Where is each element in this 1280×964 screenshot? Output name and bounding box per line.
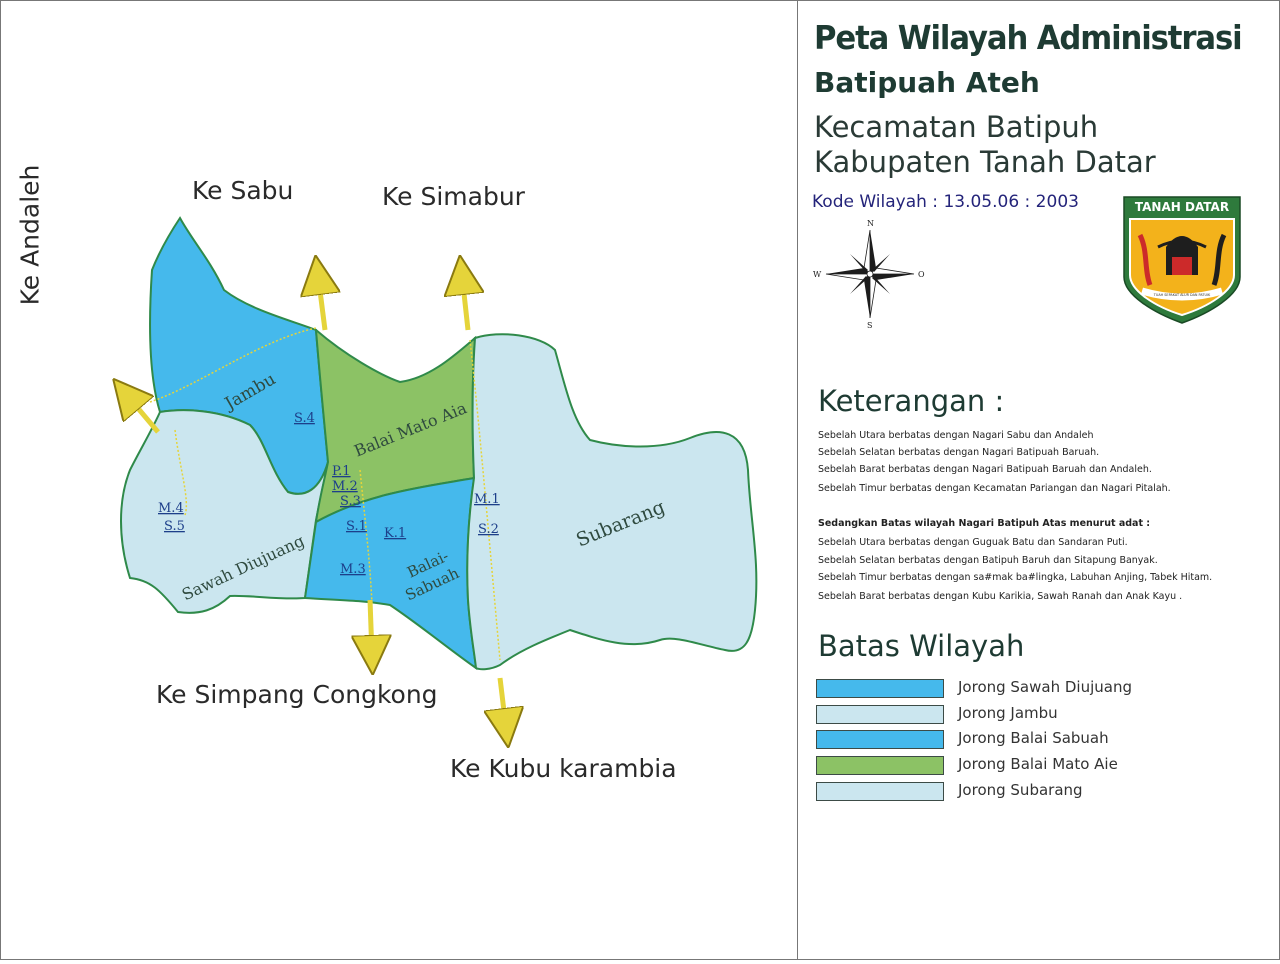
legend-label: Jorong Balai Sabuah (958, 729, 1109, 747)
emblem-name: TANAH DATAR (1135, 200, 1229, 214)
legend-label: Jorong Sawah Diujuang (958, 678, 1132, 696)
code-s2: S.2 (478, 522, 499, 537)
legend-label: Jorong Balai Mato Aie (958, 755, 1118, 773)
legend-heading: Batas Wilayah (818, 629, 1025, 663)
legend-swatch (816, 730, 944, 749)
legend-label: Jorong Jambu (958, 704, 1058, 722)
compass-rose-icon: N S W O (813, 219, 925, 330)
emblem-motto: TUAH SEPAKAT ALUR DAN PATUIK (1153, 293, 1211, 297)
arrow-sabu (318, 275, 325, 331)
code-m1: M.1 (474, 492, 500, 507)
region-sawah-diujuang (120, 409, 329, 614)
compass-s: S (867, 321, 872, 330)
arrow-simabur (462, 275, 468, 331)
kecamatan-label: Kecamatan Batipuh (814, 110, 1099, 144)
keterangan-heading: Keterangan : (818, 384, 1005, 418)
map-area: Jambu Balai Mato Aia Subarang Sawah Diuj… (0, 164, 758, 960)
code-s4: S.4 (294, 411, 315, 426)
code-m4: M.4 (158, 501, 184, 516)
legend-label: Jorong Subarang (958, 781, 1083, 799)
adat-line: Sebelah Selatan berbatas dengan Batipuh … (818, 555, 1158, 566)
tanah-datar-emblem-icon: TANAH DATAR TUAH SEPAKAT ALUR DAN PATUIK (1123, 196, 1241, 324)
keterangan-line: Sebelah Barat berbatas dengan Nagari Bat… (818, 464, 1152, 475)
code-m3: M.3 (340, 562, 366, 577)
legend-swatch (816, 782, 944, 801)
panel-divider (797, 0, 798, 960)
direction-label-andaleh: Ke Andaleh (15, 164, 45, 306)
code-s1: S.1 (346, 519, 367, 534)
keterangan-line: Sebelah Timur berbatas dengan Kecamatan … (818, 483, 1171, 494)
legend-swatch (816, 756, 944, 775)
keterangan-line: Sebelah Selatan berbatas dengan Nagari B… (818, 447, 1100, 458)
keterangan-line: Sebelah Utara berbatas dengan Nagari Sab… (818, 430, 1094, 441)
info-panel: Peta Wilayah Administrasi Batipuah Ateh … (798, 0, 1280, 960)
code-s3: S.3 (340, 494, 361, 509)
adat-line: Sebelah Barat berbatas dengan Kubu Karik… (818, 591, 1183, 602)
direction-label-sabu: Ke Sabu (192, 176, 294, 205)
arrow-andaleh (126, 394, 160, 434)
arrow-kubu-karambia (500, 677, 506, 728)
legend-swatch (816, 679, 944, 698)
compass-e: O (918, 270, 925, 279)
region-subarang (466, 333, 758, 671)
kode-wilayah: Kode Wilayah : 13.05.06 : 2003 (812, 192, 1079, 212)
code-m2: M.2 (332, 479, 358, 494)
direction-label-simpang-congkong: Ke Simpang Congkong (156, 680, 438, 709)
code-k1: K.1 (384, 526, 406, 541)
adat-heading: Sedangkan Batas wilayah Nagari Batipuh A… (818, 518, 1151, 529)
direction-label-simabur: Ke Simabur (382, 182, 525, 211)
map-title: Peta Wilayah Administrasi (814, 18, 1243, 57)
adat-line: Sebelah Timur berbatas dengan sa#mak ba#… (818, 572, 1213, 583)
compass-n: N (867, 219, 874, 228)
map-canvas: Jambu Balai Mato Aia Subarang Sawah Diuj… (0, 216, 758, 960)
legend-swatch (816, 705, 944, 724)
direction-label-kubu-karambia: Ke Kubu karambia (450, 754, 677, 783)
road-trace (469, 339, 501, 661)
code-s5: S.5 (164, 519, 185, 534)
kabupaten-label: Kabupaten Tanah Datar (814, 145, 1156, 179)
road-trace (359, 469, 373, 606)
arrow-simpang-congkong (370, 599, 372, 655)
adat-line: Sebelah Utara berbatas dengan Guguak Bat… (818, 537, 1128, 548)
map-subtitle: Batipuah Ateh (814, 66, 1040, 99)
road-trace (149, 327, 317, 403)
road-trace (174, 429, 188, 516)
compass-w: W (813, 270, 822, 279)
code-p1: P.1 (332, 464, 351, 479)
